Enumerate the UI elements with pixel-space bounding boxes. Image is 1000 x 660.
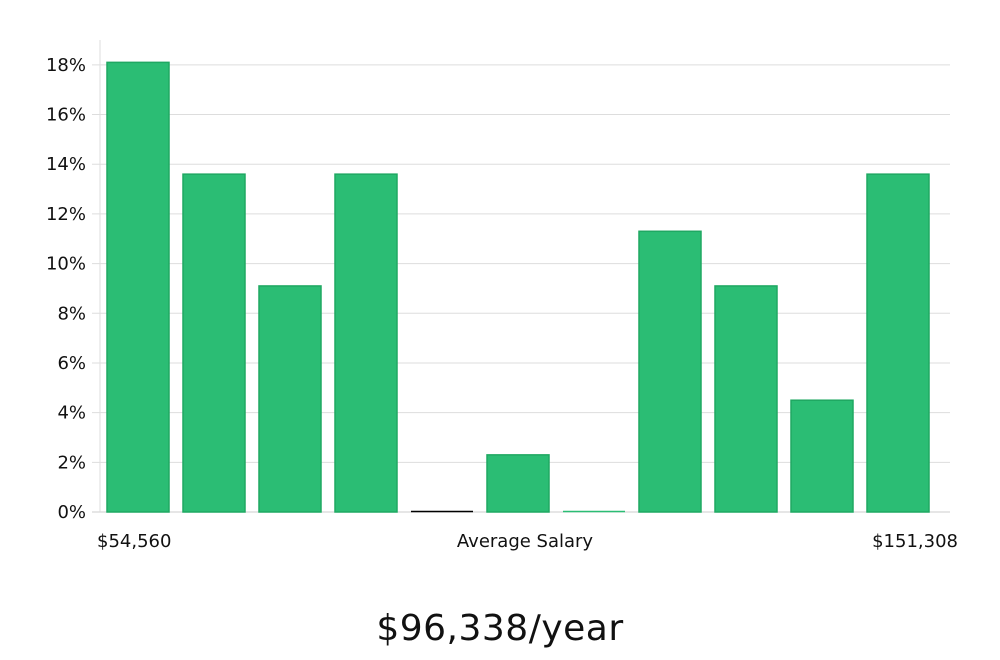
histogram-bar xyxy=(790,399,854,513)
histogram-bar xyxy=(258,285,322,513)
y-tick-label: 0% xyxy=(57,502,86,523)
histogram-bar xyxy=(866,173,930,513)
histogram-bar xyxy=(714,285,778,513)
histogram-bar xyxy=(334,173,398,513)
y-tick-label: 16% xyxy=(46,105,86,126)
bars xyxy=(106,61,930,513)
x-min-label: $54,560 xyxy=(97,531,171,552)
y-tick-label: 14% xyxy=(46,154,86,175)
x-axis-label: Average Salary xyxy=(457,531,594,552)
histogram-bar xyxy=(106,61,170,513)
y-tick-label: 18% xyxy=(46,55,86,76)
y-tick-label: 4% xyxy=(57,403,86,424)
y-tick-label: 6% xyxy=(57,353,86,374)
y-tick-label: 12% xyxy=(46,204,86,225)
y-axis-ticks: 0% 2% 4% 6% 8% 10% 12% 14% 16% 18% xyxy=(46,55,86,523)
y-tick-label: 10% xyxy=(46,254,86,275)
histogram-bar xyxy=(486,454,550,513)
salary-histogram-chart: 0% 2% 4% 6% 8% 10% 12% 14% 16% 18% $54,560 Averag… xyxy=(46,40,958,552)
x-max-label: $151,308 xyxy=(872,531,958,552)
y-tick-label: 2% xyxy=(57,452,86,473)
y-tick-label: 8% xyxy=(57,303,86,324)
histogram-bar xyxy=(638,230,702,513)
histogram-bar xyxy=(182,173,246,513)
average-salary-value: $96,338/year xyxy=(376,608,624,649)
